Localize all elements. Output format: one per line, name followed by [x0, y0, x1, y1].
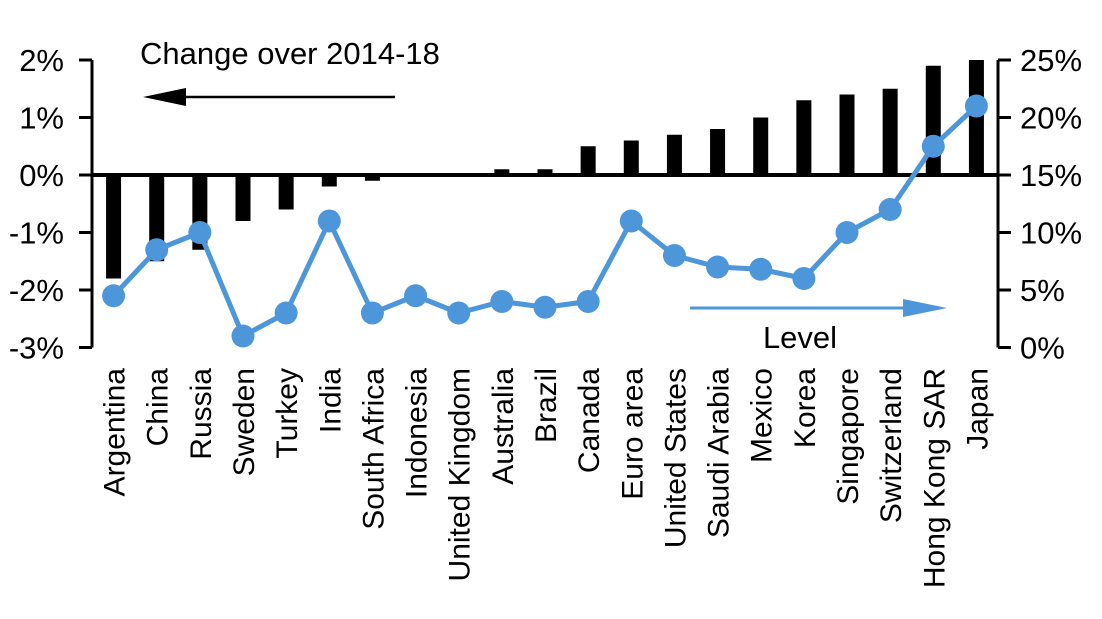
level-point: [145, 238, 169, 262]
x-axis-label: India: [314, 368, 347, 433]
change-bar: [839, 94, 855, 175]
left-axis-tick-label: 2%: [19, 43, 64, 78]
level-point: [576, 290, 600, 313]
x-axis-label: Switzerland: [875, 368, 908, 523]
x-axis-label: Canada: [573, 368, 606, 473]
x-axis-label: Singapore: [832, 368, 865, 505]
change-arrow-head-icon: [143, 88, 186, 106]
change-bar: [321, 175, 337, 187]
level-point: [404, 284, 428, 308]
change-bar: [494, 169, 510, 175]
change-bar: [278, 175, 294, 210]
level-line-group: [102, 94, 988, 348]
level-point: [878, 198, 902, 221]
change-bar: [580, 146, 596, 175]
right-axis-tick-label: 15%: [1020, 158, 1082, 193]
bars-group: [106, 60, 984, 279]
level-point: [921, 134, 945, 158]
x-axis-label: Turkey: [271, 368, 304, 459]
x-axis-label: Euro area: [616, 368, 649, 500]
x-axis-label: Saudi Arabia: [703, 368, 736, 538]
change-bar: [753, 117, 769, 175]
level-arrow-head-icon: [903, 299, 947, 317]
change-bar: [666, 134, 682, 175]
right-axis-tick-label: 0%: [1020, 331, 1065, 366]
x-axis-labels-group: Argentina China Russia Sweden Turkey India Sou…: [99, 368, 995, 588]
level-point: [964, 94, 988, 118]
x-axis-label: Sweden: [228, 368, 261, 476]
left-axis-tick-label: 1%: [19, 101, 64, 136]
left-axis-tick-label: 0%: [19, 158, 64, 193]
change-bar: [882, 88, 898, 175]
x-axis-label: China: [142, 368, 175, 447]
x-axis-label: Russia: [185, 368, 218, 460]
level-point: [706, 255, 730, 279]
level-point: [274, 301, 298, 325]
left-axis-tick-label: -3%: [9, 331, 64, 366]
level-point: [792, 267, 816, 290]
x-axis-label: South Africa: [357, 368, 390, 530]
x-axis-label: Indonesia: [401, 368, 434, 498]
x-axis-label: Argentina: [99, 368, 132, 497]
level-point: [533, 295, 557, 319]
change-bar: [796, 100, 812, 175]
right-axis: 25% 20% 15% 10% 5% 0%: [996, 43, 1082, 366]
x-axis-label: United Kingdom: [444, 368, 477, 581]
level-point: [231, 324, 255, 348]
right-axis-tick-label: 20%: [1020, 101, 1082, 136]
level-point: [662, 244, 686, 267]
level-label: Level: [763, 320, 837, 355]
level-point: [749, 257, 773, 281]
level-point: [835, 221, 859, 244]
x-axis-label: Hong Kong SAR: [918, 368, 951, 588]
level-point: [619, 209, 643, 233]
right-axis-tick-label: 5%: [1020, 273, 1065, 308]
change-arrow: [143, 88, 395, 106]
change-bar: [537, 169, 553, 175]
level-point: [102, 284, 126, 308]
left-axis: 2% 1% 0% -1% -2% -3%: [9, 43, 94, 366]
change-bar: [364, 175, 380, 181]
x-axis-label: Japan: [961, 368, 994, 450]
x-axis-label: Mexico: [746, 368, 779, 463]
right-axis-tick-label: 25%: [1020, 43, 1082, 78]
level-point: [317, 209, 341, 233]
level-point: [490, 290, 514, 313]
level-point: [447, 301, 471, 325]
x-axis-label: Brazil: [530, 368, 563, 443]
level-point: [188, 221, 212, 244]
chart-title: Change over 2014-18: [140, 36, 440, 71]
x-axis-label: Korea: [789, 368, 822, 448]
level-point: [360, 301, 384, 325]
change-bar: [710, 129, 726, 175]
right-axis-tick-label: 10%: [1020, 216, 1082, 251]
change-bar: [106, 175, 122, 279]
x-axis-label: United States: [659, 368, 692, 548]
left-axis-tick-label: -2%: [9, 273, 64, 308]
x-axis-label: Australia: [487, 368, 520, 485]
change-bar: [235, 175, 251, 221]
left-axis-tick-label: -1%: [9, 216, 64, 251]
level-arrow: [690, 299, 947, 317]
change-bar: [925, 65, 941, 175]
change-bar: [623, 140, 639, 175]
